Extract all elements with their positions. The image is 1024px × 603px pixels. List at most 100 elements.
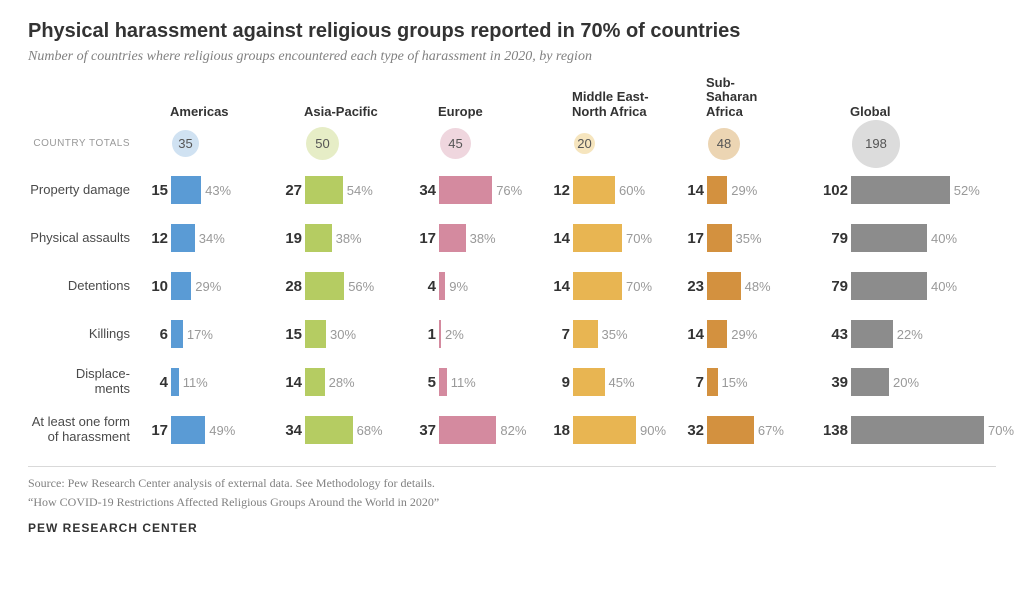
data-cell: 1428% [276,358,406,406]
percent: 29% [731,327,757,342]
bar [851,176,950,204]
bar [573,320,598,348]
percent: 29% [195,279,221,294]
data-cell: 511% [410,358,540,406]
total-circle-europe: 45 [410,121,540,166]
data-cell: 2348% [678,262,808,310]
source-line-2: “How COVID-19 Restrictions Affected Reli… [28,494,996,511]
data-cell: 735% [544,310,674,358]
chart-subtitle: Number of countries where religious grou… [28,49,996,65]
value: 4 [410,278,436,295]
percent: 82% [500,423,526,438]
bar [573,416,636,444]
data-cell: 14 29% [678,310,808,358]
data-cell: 715% [678,358,808,406]
data-cell: 13870% [812,406,1014,454]
percent: 52% [954,183,980,198]
bar [305,176,343,204]
value: 1 [410,326,436,343]
value: 27 [276,182,302,199]
row-label: Displace- ments [28,358,138,406]
data-cell: 17 38% [410,214,540,262]
value: 7 [544,326,570,343]
total-circle-global: 198 [812,121,1014,166]
value: 14 [544,230,570,247]
data-cell: 9 45% [544,358,674,406]
data-cell: 3267% [678,406,808,454]
value: 14 [544,278,570,295]
data-cell: 37 82% [410,406,540,454]
value: 79 [812,230,848,247]
bar [573,176,615,204]
data-cell: 1749% [142,406,272,454]
bar [707,272,741,300]
bar [707,224,732,252]
bar [851,320,893,348]
data-cell: 4 9% [410,262,540,310]
bar [851,368,889,396]
region-header-mena: Middle East- North Africa [544,83,674,121]
percent: 38% [470,231,496,246]
percent: 2% [445,327,464,342]
total-circle-mena: 20 [544,121,674,166]
data-cell: 1 2% [410,310,540,358]
percent: 40% [931,279,957,294]
percent: 76% [496,183,522,198]
percent: 70% [626,279,652,294]
bar [707,320,727,348]
bar [851,272,927,300]
row-label: Property damage [28,166,138,214]
total-circle-asia: 50 [276,121,406,166]
data-cell: 2856% [276,262,406,310]
value: 4 [142,374,168,391]
source-line-1: Source: Pew Research Center analysis of … [28,475,996,492]
value: 7 [678,374,704,391]
percent: 67% [758,423,784,438]
data-cell: 4322% [812,310,1014,358]
value: 10 [142,278,168,295]
percent: 22% [897,327,923,342]
bar [707,368,718,396]
footer-divider [28,466,996,467]
value: 19 [276,230,302,247]
data-cell: 15 30% [276,310,406,358]
bar [171,320,183,348]
data-cell: 79 40% [812,262,1014,310]
bar [171,176,201,204]
bar [439,224,466,252]
value: 14 [678,182,704,199]
percent: 11% [451,375,476,390]
percent: 9% [449,279,468,294]
value: 37 [410,422,436,439]
bar [851,416,984,444]
data-cell: 10252% [812,166,1014,214]
data-cell: 617% [142,310,272,358]
value: 12 [142,230,168,247]
data-cell: 7940% [812,214,1014,262]
value: 15 [276,326,302,343]
bar [439,368,447,396]
percent: 30% [330,327,356,342]
bar [707,416,754,444]
value: 17 [410,230,436,247]
value: 9 [544,374,570,391]
chart-grid: AmericasAsia-PacificEuropeMiddle East- N… [28,83,996,454]
value: 15 [142,182,168,199]
percent: 45% [609,375,635,390]
percent: 11% [183,375,208,390]
value: 79 [812,278,848,295]
data-cell: 14 70% [544,262,674,310]
bar [305,368,325,396]
row-label: Physical assaults [28,214,138,262]
value: 28 [276,278,302,295]
value: 14 [678,326,704,343]
value: 39 [812,374,848,391]
percent: 43% [205,183,231,198]
country-totals-label: COUNTRY TOTALS [28,121,138,166]
data-cell: 1234% [142,214,272,262]
data-cell: 1429% [678,166,808,214]
bar [171,272,191,300]
data-cell: 3476% [410,166,540,214]
region-header-europe: Europe [410,83,540,121]
data-cell: 1890% [544,406,674,454]
